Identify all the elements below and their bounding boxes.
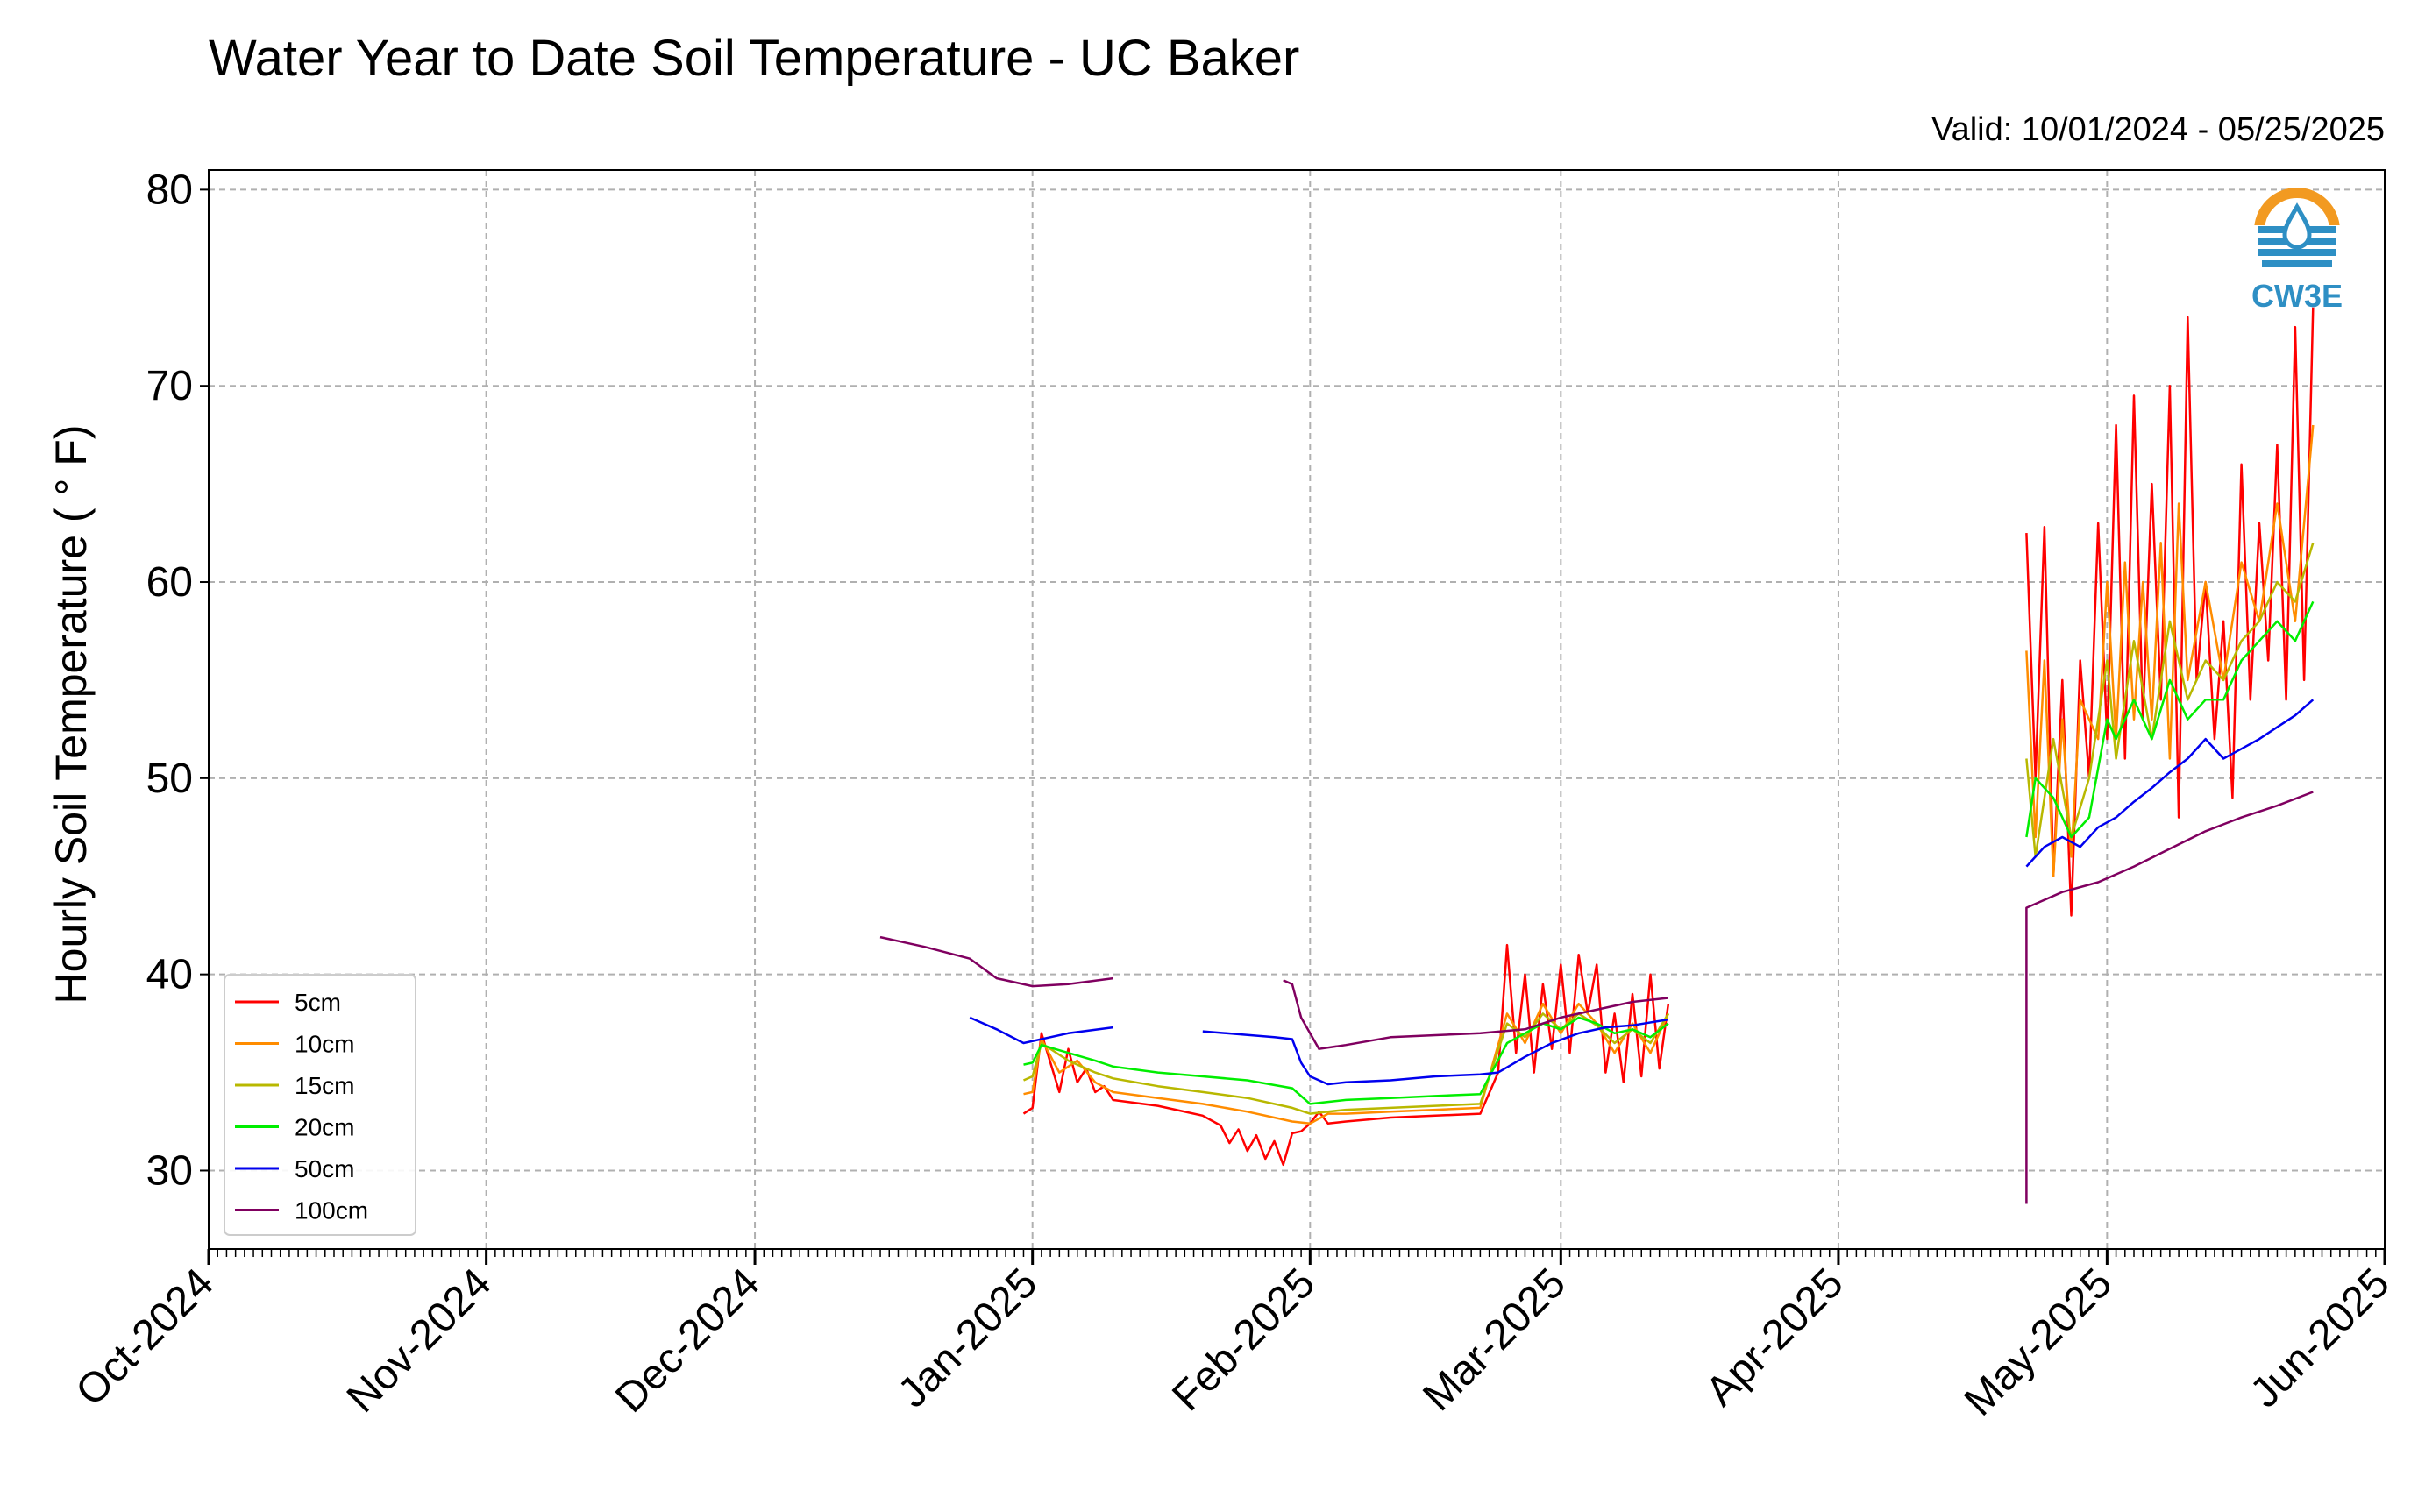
x-tick-label: Jan-2025 <box>889 1260 1046 1416</box>
y-tick-label: 60 <box>146 559 193 606</box>
legend-label-15cm: 15cm <box>295 1072 354 1099</box>
series-line-50cm <box>969 699 2315 1086</box>
data-series <box>879 307 2315 1204</box>
legend-label-100cm: 100cm <box>295 1197 368 1225</box>
series-line-20cm <box>1023 600 2315 1105</box>
x-tick-label: Nov-2024 <box>338 1260 501 1422</box>
legend: 5cm 10cm 15cm 20cm 50cm 100cm <box>224 974 416 1236</box>
legend-label-20cm: 20cm <box>295 1114 354 1141</box>
legend-label-10cm: 10cm <box>295 1031 354 1058</box>
axes: 30 40 50 60 70 80 Oct-2024 Nov-2024 Dec-2024 Jan-… <box>68 167 2399 1424</box>
grid-lines <box>209 170 2385 1249</box>
legend-label-50cm: 50cm <box>295 1155 354 1182</box>
x-tick-label: Dec-2024 <box>607 1260 769 1422</box>
series-line-100cm <box>879 791 2314 1204</box>
x-tick-label: Oct-2024 <box>68 1260 223 1415</box>
series-line-15cm <box>1022 542 2315 1115</box>
legend-box <box>224 974 416 1236</box>
y-tick-label: 50 <box>146 756 193 802</box>
chart-title: Water Year to Date Soil Temperature - UC… <box>209 30 1299 87</box>
y-tick-label: 40 <box>146 952 193 998</box>
legend-label-5cm: 5cm <box>295 989 341 1016</box>
x-tick-label: Apr-2025 <box>1697 1260 1853 1415</box>
logo-drop-icon <box>2282 202 2312 250</box>
y-axis-label: Hourly Soil Temperature ( ° F) <box>46 425 96 1004</box>
x-tick-label: Feb-2025 <box>1163 1260 1324 1420</box>
y-tick-label: 70 <box>146 363 193 409</box>
x-tick-label: Jun-2025 <box>2242 1260 2399 1416</box>
y-tick-label: 80 <box>146 167 193 213</box>
x-tick-label: Mar-2025 <box>1414 1260 1575 1420</box>
plot-area-frame <box>208 169 2386 1250</box>
x-tick-label: May-2025 <box>1956 1260 2121 1424</box>
cw3e-logo: CW3E <box>2251 188 2343 314</box>
y-tick-label: 30 <box>146 1147 193 1194</box>
logo-text: CW3E <box>2251 278 2343 314</box>
chart-subtitle: Valid: 10/01/2024 - 05/25/2025 <box>1931 111 2385 148</box>
